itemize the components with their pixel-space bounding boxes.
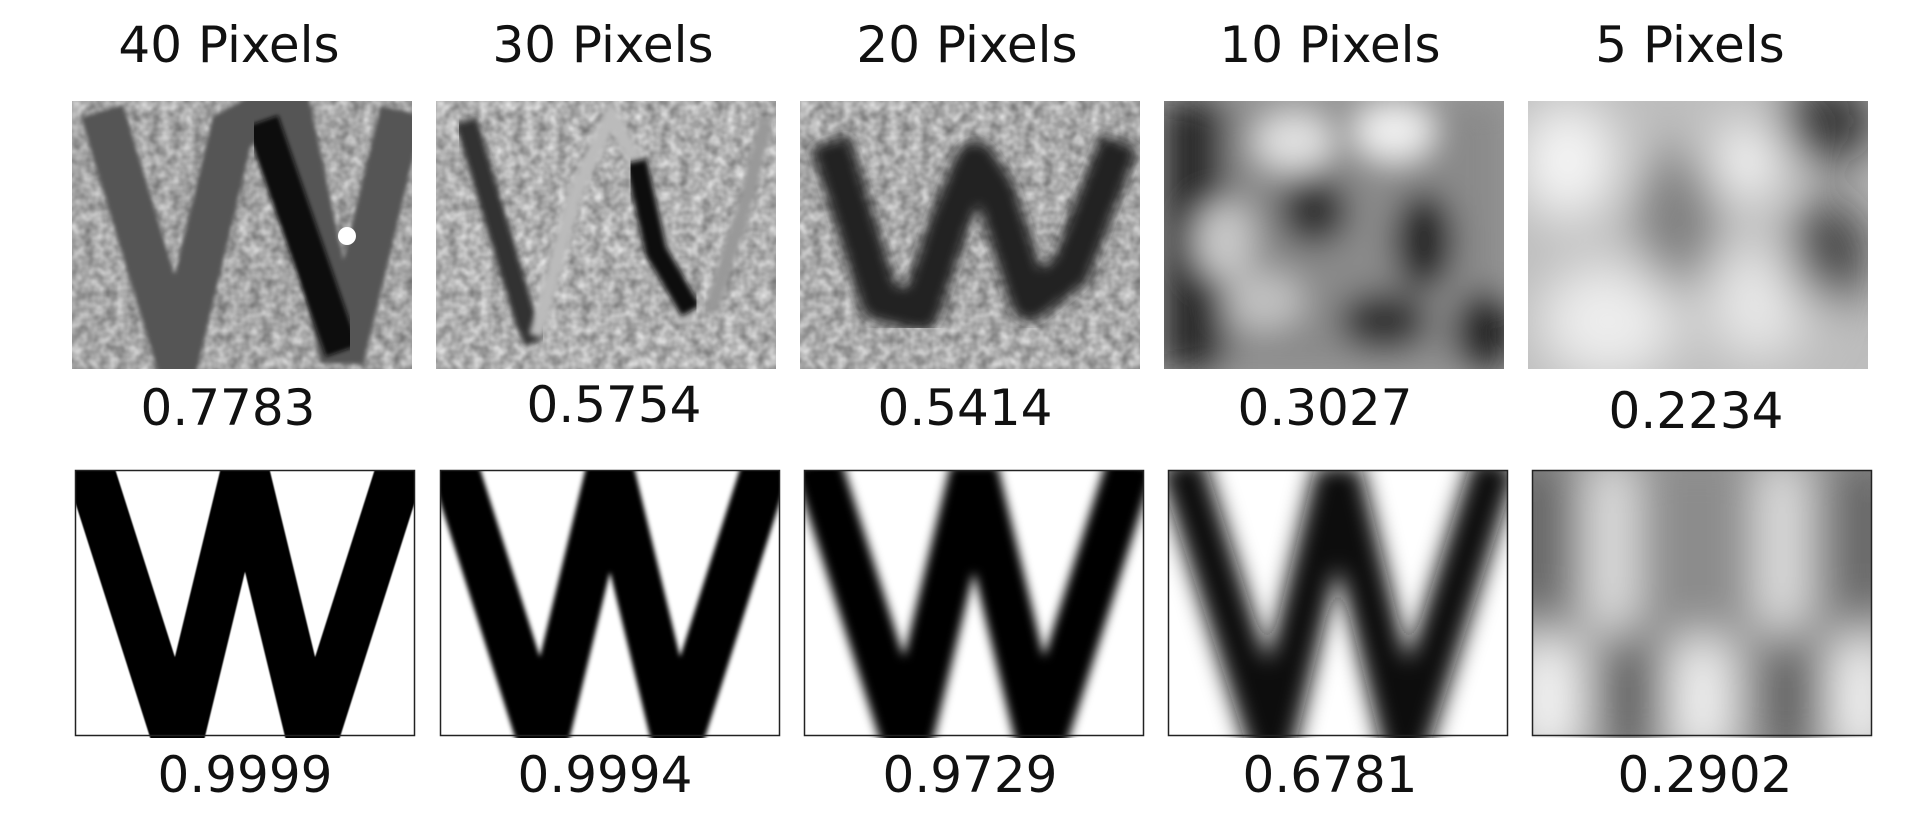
column-header-20: 20 Pixels <box>856 16 1077 74</box>
synthetic-score-40: 0.9999 <box>158 746 333 804</box>
column-headers: 40 Pixels 30 Pixels 20 Pixels 10 Pixels … <box>118 16 1784 74</box>
synthetic-w-image-10 <box>1167 469 1509 738</box>
synthetic-score-30: 0.9994 <box>518 746 693 804</box>
real-w-image-20 <box>800 101 1140 369</box>
synthetic-score-20: 0.9729 <box>883 746 1058 804</box>
column-header-10: 10 Pixels <box>1219 16 1440 74</box>
synthetic-score-10: 0.6781 <box>1243 746 1418 804</box>
real-scores: 0.7783 0.5754 0.5414 0.3027 0.2234 <box>141 376 1784 440</box>
real-w-image-30 <box>436 101 776 369</box>
real-w-image-5 <box>1528 101 1868 369</box>
real-score-20: 0.5414 <box>878 379 1053 437</box>
real-score-10: 0.3027 <box>1238 379 1413 437</box>
synthetic-w-image-40 <box>74 469 416 738</box>
synthetic-w-image-5 <box>1531 469 1873 738</box>
synthetic-w-image-20 <box>803 469 1145 738</box>
column-header-5: 5 Pixels <box>1595 16 1784 74</box>
synthetic-score-5: 0.2902 <box>1618 746 1793 804</box>
real-score-40: 0.7783 <box>141 379 316 437</box>
synthetic-image-row <box>74 469 1873 738</box>
real-score-5: 0.2234 <box>1609 382 1784 440</box>
real-image-row <box>72 101 1868 369</box>
real-score-30: 0.5754 <box>527 376 702 434</box>
column-header-30: 30 Pixels <box>492 16 713 74</box>
real-w-image-10 <box>1164 101 1504 369</box>
real-w-image-40 <box>72 101 412 369</box>
synthetic-w-image-30 <box>439 469 781 738</box>
synthetic-scores: 0.9999 0.9994 0.9729 0.6781 0.2902 <box>158 746 1793 804</box>
column-header-40: 40 Pixels <box>118 16 339 74</box>
